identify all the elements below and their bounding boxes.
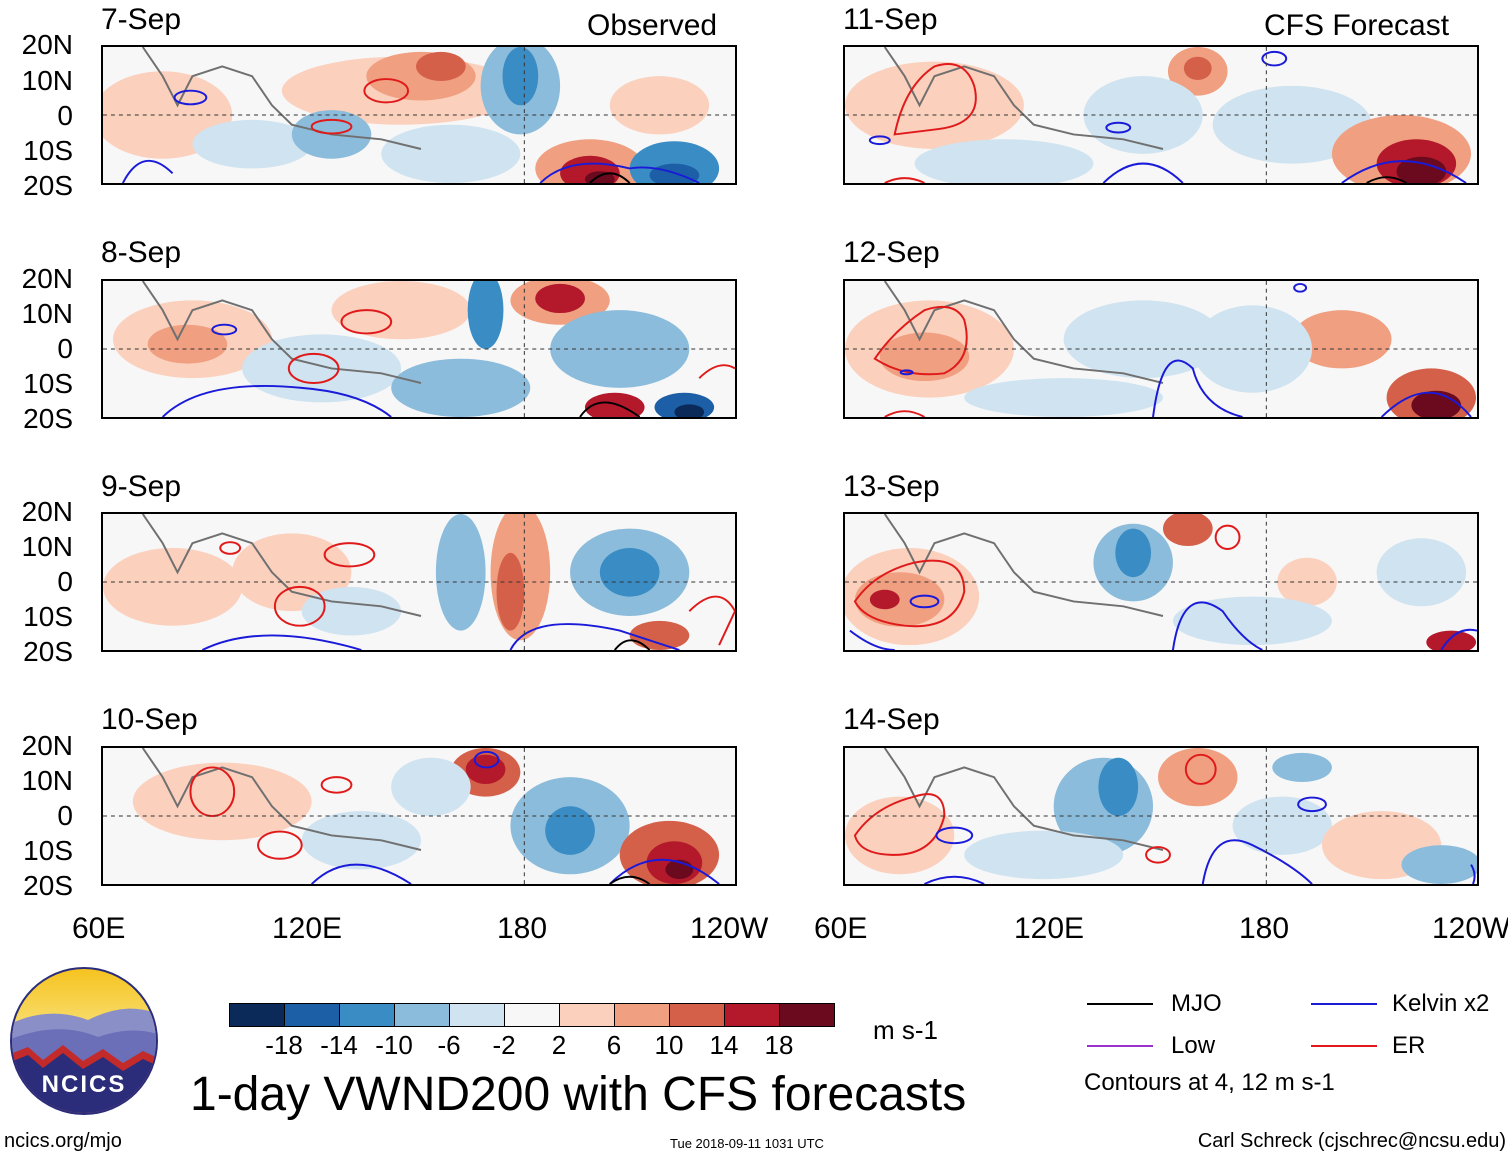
colorbar-swatch	[779, 1003, 835, 1027]
map-panel	[843, 279, 1479, 419]
wind-field	[845, 47, 1477, 183]
colorbar-swatch	[504, 1003, 560, 1027]
colorbar-swatch	[339, 1003, 395, 1027]
lon-label: 180	[497, 912, 548, 945]
colorbar-swatch	[449, 1003, 505, 1027]
colorbar-tick-label: 18	[764, 1030, 794, 1060]
lat-label: 0	[57, 333, 73, 364]
lat-label: 20N	[21, 263, 73, 294]
wind-field	[103, 748, 735, 884]
legend-label-mjo: MJO	[1171, 990, 1222, 1017]
map-panel	[101, 746, 737, 886]
colorbar-swatch	[284, 1003, 340, 1027]
panel-date: 9-Sep	[101, 470, 182, 503]
lat-label: 20S	[23, 870, 73, 901]
lon-label: 120E	[1014, 912, 1085, 945]
map-panel	[843, 746, 1479, 886]
footer-timestamp: Tue 2018-09-11 1031 UTC	[670, 1136, 824, 1151]
logo-text: NCICS	[41, 1071, 127, 1098]
colorbar-swatch	[614, 1003, 670, 1027]
lon-label: 120W	[690, 912, 769, 945]
lat-label: 10N	[21, 765, 73, 796]
lat-label: 10S	[23, 135, 73, 166]
legend-label-kelvin: Kelvin x2	[1392, 990, 1490, 1017]
lat-label: 20N	[21, 496, 73, 527]
lat-label: 0	[57, 100, 73, 131]
panel-corner-label: CFS Forecast	[1264, 9, 1450, 42]
legend-label-low: Low	[1171, 1032, 1216, 1059]
lon-label: 60E	[814, 912, 868, 945]
contours-note: Contours at 4, 12 m s-1	[1084, 1069, 1335, 1096]
colorbar-units: m s-1	[873, 1015, 938, 1045]
panel-date: 10-Sep	[101, 703, 198, 736]
lat-label: 20N	[21, 730, 73, 761]
lon-label: 120W	[1432, 914, 1508, 944]
panel-corner-label: Observed	[587, 9, 718, 42]
wind-field	[845, 748, 1477, 884]
lat-label: 20S	[23, 403, 73, 434]
map-panel	[101, 512, 737, 652]
colorbar-tick-label: 2	[551, 1030, 567, 1060]
lat-label: 10N	[21, 298, 73, 329]
lat-label: 0	[57, 566, 73, 597]
colorbar-tick-label: 6	[606, 1030, 622, 1060]
lat-label: 20N	[21, 29, 73, 60]
colorbar-swatch	[724, 1003, 780, 1027]
lat-label: 20S	[23, 170, 73, 201]
map-panel	[843, 512, 1479, 652]
colorbar-tick-label: 14	[709, 1030, 739, 1060]
panel-date: 7-Sep	[101, 3, 182, 36]
wind-field	[103, 514, 735, 650]
lat-label: 10S	[23, 601, 73, 632]
colorbar-swatch	[669, 1003, 725, 1027]
panel-date: 12-Sep	[843, 236, 940, 269]
colorbar-swatch	[394, 1003, 450, 1027]
lon-label: 120E	[272, 912, 343, 945]
colorbar-tick-label: -18	[265, 1030, 303, 1060]
lat-label: 20S	[23, 636, 73, 667]
panel-date: 11-Sep	[843, 3, 938, 36]
colorbar-tick-label: -2	[492, 1030, 516, 1060]
lon-label: 180	[1239, 912, 1290, 945]
lon-label: 60E	[72, 912, 126, 945]
page-title: 1-day VWND200 with CFS forecasts	[190, 1068, 967, 1121]
lat-label: 10N	[21, 65, 73, 96]
footer-url: ncics.org/mjo	[4, 1130, 122, 1152]
colorbar-swatch	[559, 1003, 615, 1027]
colorbar-tick-label: -6	[437, 1030, 461, 1060]
map-panel	[101, 45, 737, 185]
legend-label-er: ER	[1392, 1032, 1426, 1059]
lat-label: 0	[57, 800, 73, 831]
legend-line-low	[1087, 1045, 1153, 1047]
colorbar-tick-label: 10	[654, 1030, 684, 1060]
wind-field	[845, 281, 1477, 417]
map-panel	[101, 279, 737, 419]
footer-author: Carl Schreck (cjschrec@ncsu.edu)	[1197, 1130, 1506, 1152]
panel-date: 13-Sep	[843, 470, 940, 503]
colorbar-tick-label: -14	[320, 1030, 358, 1060]
colorbar-swatch	[229, 1003, 285, 1027]
legend-line-kelvin	[1311, 1003, 1377, 1005]
wind-field	[103, 281, 735, 417]
wind-field	[845, 514, 1477, 650]
logo-mountains-icon	[10, 967, 158, 1115]
panel-date: 8-Sep	[101, 236, 182, 269]
map-panel	[843, 45, 1479, 185]
lat-label: 10S	[23, 368, 73, 399]
panel-date: 14-Sep	[843, 703, 940, 736]
wind-field	[103, 47, 735, 183]
lat-label: 10N	[21, 531, 73, 562]
lat-label: 10S	[23, 835, 73, 866]
legend-line-er	[1311, 1045, 1377, 1047]
legend-line-mjo	[1087, 1003, 1153, 1005]
ncics-logo: NCICS	[8, 965, 160, 1117]
colorbar-tick-label: -10	[375, 1030, 413, 1060]
